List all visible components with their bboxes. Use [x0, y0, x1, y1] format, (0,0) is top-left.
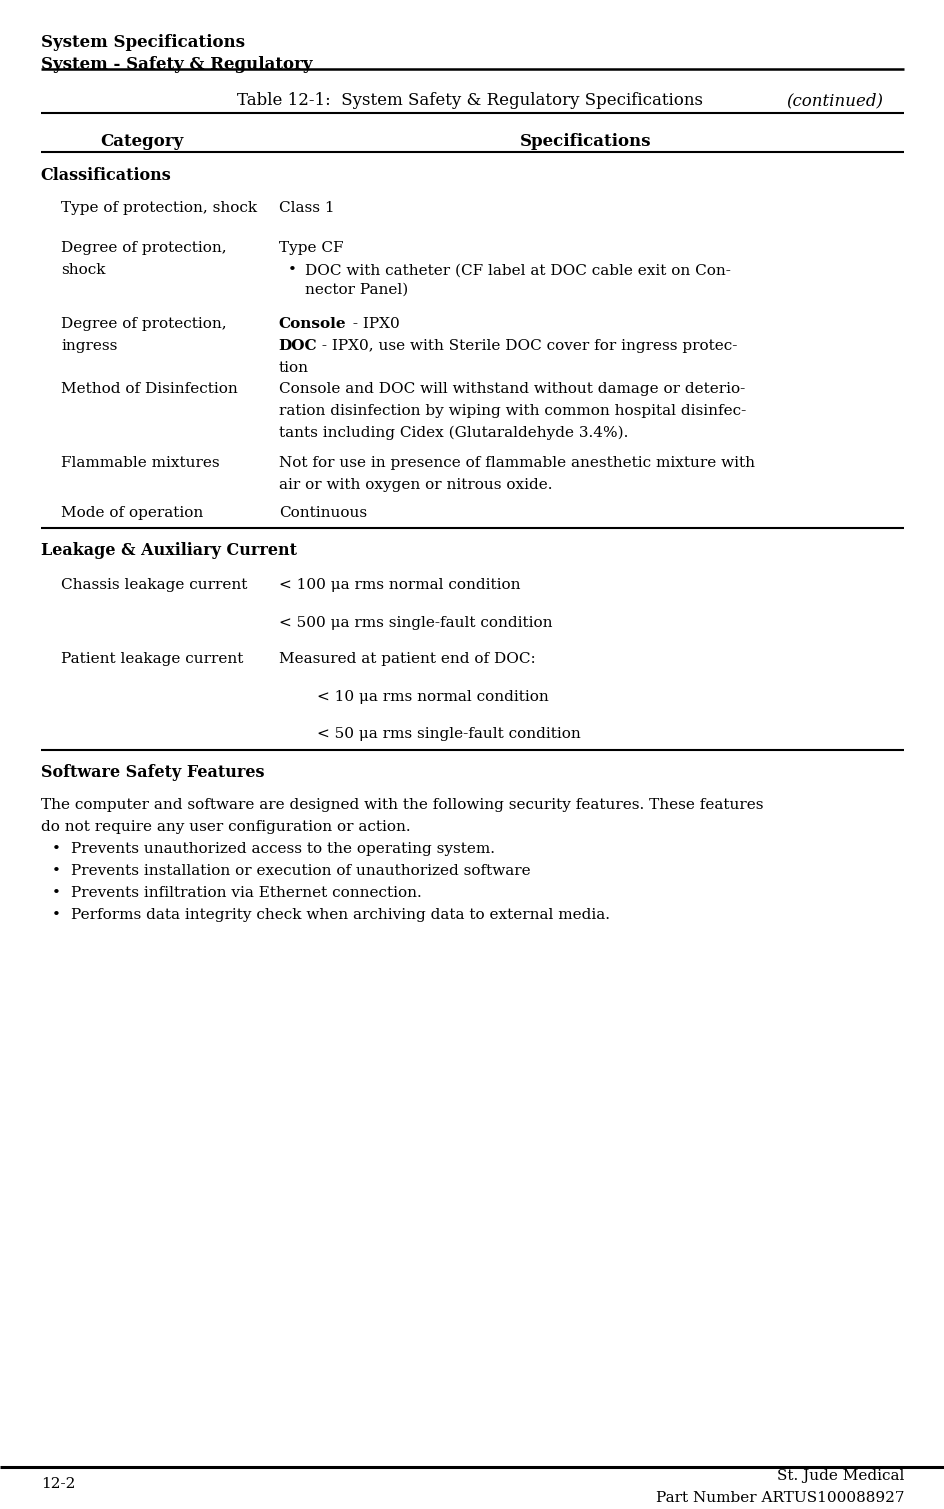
Text: Flammable mixtures: Flammable mixtures — [61, 456, 220, 469]
Text: do not require any user configuration or action.: do not require any user configuration or… — [41, 821, 410, 834]
Text: •: • — [52, 907, 60, 922]
Text: •: • — [52, 863, 60, 878]
Text: DOC with catheter (CF label at DOC cable exit on Con-: DOC with catheter (CF label at DOC cable… — [305, 263, 731, 278]
Text: < 10 μa rms normal condition: < 10 μa rms normal condition — [316, 690, 548, 703]
Text: Software Safety Features: Software Safety Features — [41, 764, 264, 780]
Text: System Specifications: System Specifications — [41, 33, 244, 51]
Text: Category: Category — [100, 133, 183, 149]
Text: Degree of protection,: Degree of protection, — [61, 241, 227, 255]
Text: ration disinfection by wiping with common hospital disinfec-: ration disinfection by wiping with commo… — [278, 403, 745, 418]
Text: ingress: ingress — [61, 340, 118, 353]
Text: Type of protection, shock: Type of protection, shock — [61, 201, 258, 214]
Text: Continuous: Continuous — [278, 506, 366, 519]
Text: air or with oxygen or nitrous oxide.: air or with oxygen or nitrous oxide. — [278, 477, 551, 492]
Text: Console and DOC will withstand without damage or deterio-: Console and DOC will withstand without d… — [278, 382, 744, 395]
Text: •: • — [52, 886, 60, 899]
Text: shock: shock — [61, 263, 106, 278]
Text: Prevents unauthorized access to the operating system.: Prevents unauthorized access to the oper… — [71, 842, 495, 856]
Text: Method of Disinfection: Method of Disinfection — [61, 382, 238, 395]
Text: nector Panel): nector Panel) — [305, 282, 408, 296]
Text: < 100 μa rms normal condition: < 100 μa rms normal condition — [278, 578, 520, 592]
Text: Chassis leakage current: Chassis leakage current — [61, 578, 247, 592]
Text: Console: Console — [278, 317, 346, 330]
Text: Performs data integrity check when archiving data to external media.: Performs data integrity check when archi… — [71, 907, 609, 922]
Text: Type CF: Type CF — [278, 241, 343, 255]
Text: Prevents installation or execution of unauthorized software: Prevents installation or execution of un… — [71, 863, 530, 878]
Text: Leakage & Auxiliary Current: Leakage & Auxiliary Current — [41, 542, 296, 558]
Text: Patient leakage current: Patient leakage current — [61, 652, 244, 665]
Text: Classifications: Classifications — [41, 167, 171, 184]
Text: < 50 μa rms single-fault condition: < 50 μa rms single-fault condition — [316, 727, 580, 741]
Text: The computer and software are designed with the following security features. The: The computer and software are designed w… — [41, 798, 763, 812]
Text: Prevents infiltration via Ethernet connection.: Prevents infiltration via Ethernet conne… — [71, 886, 421, 899]
Text: Class 1: Class 1 — [278, 201, 334, 214]
Text: Degree of protection,: Degree of protection, — [61, 317, 227, 330]
Text: Not for use in presence of flammable anesthetic mixture with: Not for use in presence of flammable ane… — [278, 456, 754, 469]
Text: - IPX0: - IPX0 — [347, 317, 399, 330]
Text: DOC: DOC — [278, 340, 317, 353]
Text: tants including Cidex (Glutaraldehyde 3.4%).: tants including Cidex (Glutaraldehyde 3.… — [278, 426, 628, 441]
Text: System - Safety & Regulatory: System - Safety & Regulatory — [41, 56, 312, 72]
Text: St. Jude Medical: St. Jude Medical — [776, 1470, 903, 1483]
Text: tion: tion — [278, 361, 309, 374]
Text: Mode of operation: Mode of operation — [61, 506, 204, 519]
Text: Table 12-1:  System Safety & Regulatory Specifications: Table 12-1: System Safety & Regulatory S… — [237, 92, 707, 109]
Text: - IPX0, use with Sterile DOC cover for ingress protec-: - IPX0, use with Sterile DOC cover for i… — [316, 340, 736, 353]
Text: < 500 μa rms single-fault condition: < 500 μa rms single-fault condition — [278, 616, 551, 629]
Text: Part Number ARTUS100088927: Part Number ARTUS100088927 — [655, 1491, 903, 1504]
Text: Specifications: Specifications — [519, 133, 651, 149]
Text: •: • — [52, 842, 60, 856]
Text: •: • — [288, 263, 296, 278]
Text: Measured at patient end of DOC:: Measured at patient end of DOC: — [278, 652, 535, 665]
Text: 12-2: 12-2 — [41, 1477, 75, 1491]
Text: (continued): (continued) — [785, 92, 882, 109]
